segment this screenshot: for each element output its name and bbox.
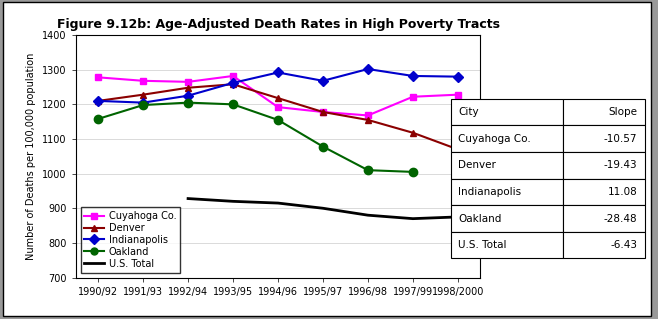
Y-axis label: Number of Deaths per 100,000 population: Number of Deaths per 100,000 population: [26, 53, 36, 260]
Bar: [451, 179, 563, 205]
Indianapolis: [139, 101, 147, 105]
Bar: [451, 205, 563, 232]
Indianapolis: [409, 74, 417, 78]
Denver: [454, 147, 462, 151]
Bar: [563, 99, 645, 125]
Bar: [451, 125, 563, 152]
Text: U.S. Total: U.S. Total: [459, 240, 507, 250]
Indianapolis: [454, 75, 462, 78]
U.S. Total: [454, 215, 462, 219]
Text: -10.57: -10.57: [603, 134, 637, 144]
Bar: [563, 205, 645, 232]
Bar: [563, 152, 645, 179]
Indianapolis: [184, 94, 192, 98]
Text: -6.43: -6.43: [610, 240, 637, 250]
Legend: Cuyahoga Co., Denver, Indianapolis, Oakland, U.S. Total: Cuyahoga Co., Denver, Indianapolis, Oakl…: [80, 207, 180, 273]
Text: Denver: Denver: [459, 160, 496, 170]
U.S. Total: [184, 197, 192, 200]
Bar: [563, 125, 645, 152]
Denver: [184, 86, 192, 90]
Line: Oakland: Oakland: [94, 99, 417, 176]
Cuyahoga Co.: [364, 114, 372, 117]
Cuyahoga Co.: [409, 95, 417, 99]
Indianapolis: [364, 67, 372, 71]
Oakland: [364, 168, 372, 172]
Oakland: [274, 118, 282, 122]
U.S. Total: [229, 199, 237, 203]
Indianapolis: [274, 70, 282, 74]
Line: U.S. Total: U.S. Total: [188, 198, 458, 219]
Bar: [451, 152, 563, 179]
Oakland: [139, 103, 147, 107]
Title: Figure 9.12b: Age-Adjusted Death Rates in High Poverty Tracts: Figure 9.12b: Age-Adjusted Death Rates i…: [57, 18, 499, 31]
Cuyahoga Co.: [139, 79, 147, 83]
Denver: [274, 96, 282, 100]
Text: Indianapolis: Indianapolis: [459, 187, 522, 197]
Cuyahoga Co.: [184, 80, 192, 84]
Indianapolis: [94, 99, 102, 103]
Line: Cuyahoga Co.: Cuyahoga Co.: [95, 72, 461, 119]
Denver: [364, 118, 372, 122]
Text: 11.08: 11.08: [607, 187, 637, 197]
Cuyahoga Co.: [229, 74, 237, 78]
Oakland: [319, 145, 327, 149]
U.S. Total: [364, 213, 372, 217]
Cuyahoga Co.: [319, 110, 327, 114]
Denver: [229, 82, 237, 86]
Cuyahoga Co.: [94, 75, 102, 79]
Text: Oakland: Oakland: [459, 213, 502, 224]
Text: -28.48: -28.48: [603, 213, 637, 224]
Text: City: City: [459, 107, 479, 117]
Bar: [563, 232, 645, 258]
Denver: [139, 93, 147, 97]
Denver: [409, 131, 417, 135]
Text: Slope: Slope: [608, 107, 637, 117]
Bar: [563, 179, 645, 205]
Oakland: [94, 117, 102, 121]
Bar: [451, 232, 563, 258]
Line: Indianapolis: Indianapolis: [95, 66, 461, 106]
Bar: [451, 99, 563, 125]
Cuyahoga Co.: [454, 93, 462, 97]
Line: Denver: Denver: [95, 81, 461, 153]
Oakland: [229, 102, 237, 106]
U.S. Total: [319, 206, 327, 210]
U.S. Total: [409, 217, 417, 220]
Indianapolis: [319, 79, 327, 83]
Text: Cuyahoga Co.: Cuyahoga Co.: [459, 134, 531, 144]
Oakland: [409, 170, 417, 174]
Text: -19.43: -19.43: [603, 160, 637, 170]
Indianapolis: [229, 81, 237, 85]
Denver: [319, 110, 327, 114]
U.S. Total: [274, 201, 282, 205]
Oakland: [184, 101, 192, 105]
Cuyahoga Co.: [274, 105, 282, 109]
Denver: [94, 99, 102, 103]
